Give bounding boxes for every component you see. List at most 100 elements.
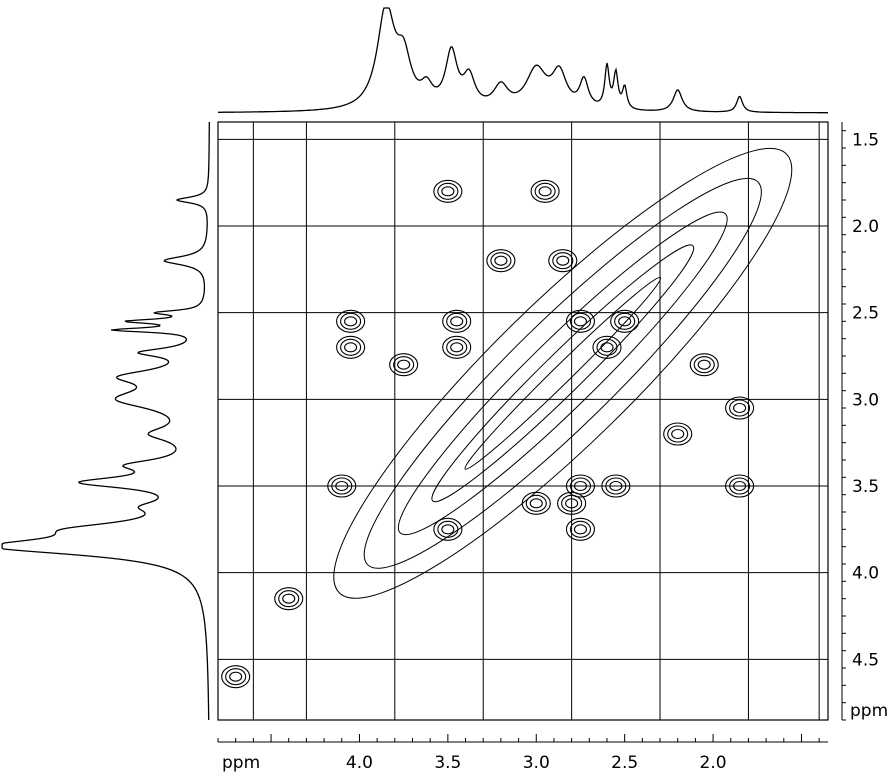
cross-peak-contour xyxy=(529,498,543,509)
cross-peak-contour xyxy=(729,399,751,417)
left-1d-projection xyxy=(1,122,210,720)
cross-peak-contour xyxy=(336,335,366,359)
cross-peak-contour xyxy=(601,474,631,498)
cross-peak-contour xyxy=(340,312,362,330)
right-tick-label: 3.0 xyxy=(852,390,879,410)
bottom-tick-label: 3.0 xyxy=(523,753,550,773)
cross-peak-contour xyxy=(389,353,419,377)
cross-peak-contour xyxy=(605,477,627,495)
top-1d-projection xyxy=(218,7,828,114)
cross-peak-contour xyxy=(340,338,362,356)
cross-peak-contour xyxy=(282,593,296,604)
cross-peak-contour xyxy=(569,312,592,330)
cross-peak-contour xyxy=(573,480,588,492)
cross-peak-contour xyxy=(667,425,689,443)
cross-peak-contour xyxy=(530,179,560,203)
right-tick-label: 4.0 xyxy=(852,564,879,584)
contour-lines xyxy=(221,147,793,689)
cross-peak-contour xyxy=(610,309,640,333)
cross-peak-contour xyxy=(534,182,556,200)
cross-peak-contour xyxy=(274,587,304,611)
cross-peak-contour xyxy=(697,359,711,370)
cross-peak-contour xyxy=(344,342,358,353)
cross-peak-contour xyxy=(393,356,415,374)
cross-peak-contour xyxy=(733,480,747,492)
cross-peak-contour xyxy=(229,671,243,682)
bottom-tick-label: 3.5 xyxy=(434,753,461,773)
cross-peak-contour xyxy=(450,316,464,327)
cross-peak-contour xyxy=(441,524,455,535)
right-tick-label: 2.5 xyxy=(852,304,879,324)
right-tick-label: 4.5 xyxy=(852,650,879,670)
diagonal-contour xyxy=(431,244,695,503)
cross-peak-contour xyxy=(221,665,251,689)
cross-peak-contour xyxy=(557,491,587,515)
cross-peak-contour xyxy=(596,338,618,356)
right-tick-label: 1.5 xyxy=(852,130,879,150)
cross-peak-contour xyxy=(490,252,512,270)
cross-peak-contour xyxy=(561,494,583,512)
cross-peak-contour xyxy=(336,309,366,333)
cross-peak-contour xyxy=(278,590,300,608)
cross-peak-contour xyxy=(327,474,357,498)
cross-peak-contour xyxy=(693,356,715,374)
bottom-tick-label: 2.0 xyxy=(700,753,727,773)
cross-peak-contour xyxy=(729,477,751,495)
cross-peak-contour xyxy=(733,402,747,414)
cross-peak-contour xyxy=(442,309,472,333)
cross-peak-contour xyxy=(614,312,636,330)
x-axis-unit-label: ppm xyxy=(222,753,260,773)
cross-peak-contour xyxy=(437,182,459,200)
right-tick-label: 2.0 xyxy=(852,217,879,237)
cross-peak-contour xyxy=(433,179,463,203)
cross-peak-contour xyxy=(344,316,358,327)
cross-peak-contour xyxy=(450,342,464,353)
cross-peak-contour xyxy=(538,186,552,197)
cross-peak-contour xyxy=(397,359,411,370)
grid-lines xyxy=(218,122,828,720)
cross-peak-contour xyxy=(433,517,463,541)
cross-peak-contour xyxy=(225,668,247,686)
cross-peak-contour xyxy=(573,316,588,327)
cross-peak-contour xyxy=(446,312,468,330)
right-axis: 1.5 2.0 2.5 3.0 3.5 4.0 4.5 xyxy=(841,122,879,721)
cross-peak-contour xyxy=(609,480,623,492)
cross-peak-contour xyxy=(552,252,574,270)
cross-peak-contour xyxy=(565,517,596,541)
cross-peak-contour xyxy=(569,520,592,538)
diagonal-contour xyxy=(397,211,728,536)
cross-peak-contour xyxy=(573,524,588,535)
diagonal-contour xyxy=(363,177,762,569)
bottom-tick-label: 4.0 xyxy=(346,753,373,773)
contour-plot-frame xyxy=(217,121,829,721)
cross-peak-contour xyxy=(565,498,579,509)
cross-peak-contour xyxy=(725,474,755,498)
cross-peak-contour xyxy=(331,477,353,495)
bottom-tick-label: 2.5 xyxy=(611,753,638,773)
cross-peak-contour xyxy=(689,353,719,377)
diagonal-contour xyxy=(464,276,662,470)
y-axis-unit-label: ppm xyxy=(850,701,888,721)
right-tick-label: 3.5 xyxy=(852,477,879,497)
cross-peak-contour xyxy=(592,335,622,359)
cross-peak-contour xyxy=(725,396,755,420)
cross-peak-contour xyxy=(569,477,592,495)
cross-peak-contour xyxy=(521,491,551,515)
cross-peak-contour xyxy=(565,309,596,333)
bottom-axis: 4.0 3.5 3.0 2.5 2.0 xyxy=(217,734,828,773)
cross-peak-contour xyxy=(486,249,516,273)
cross-peak-contour xyxy=(442,335,472,359)
cross-peak-contour xyxy=(548,249,578,273)
diagonal-contour xyxy=(333,147,793,599)
cross-peak-contour xyxy=(437,520,459,538)
cross-peak-contour xyxy=(663,422,693,446)
cross-peak-contour xyxy=(446,338,468,356)
cross-peak-contour xyxy=(600,342,614,353)
cross-peak-contour xyxy=(525,494,547,512)
cross-peak-contour xyxy=(556,255,570,266)
cross-peak-contour xyxy=(671,428,685,440)
cross-peak-contour xyxy=(565,474,596,498)
cross-peak-contour xyxy=(494,255,508,266)
cross-peak-contour xyxy=(441,186,455,197)
